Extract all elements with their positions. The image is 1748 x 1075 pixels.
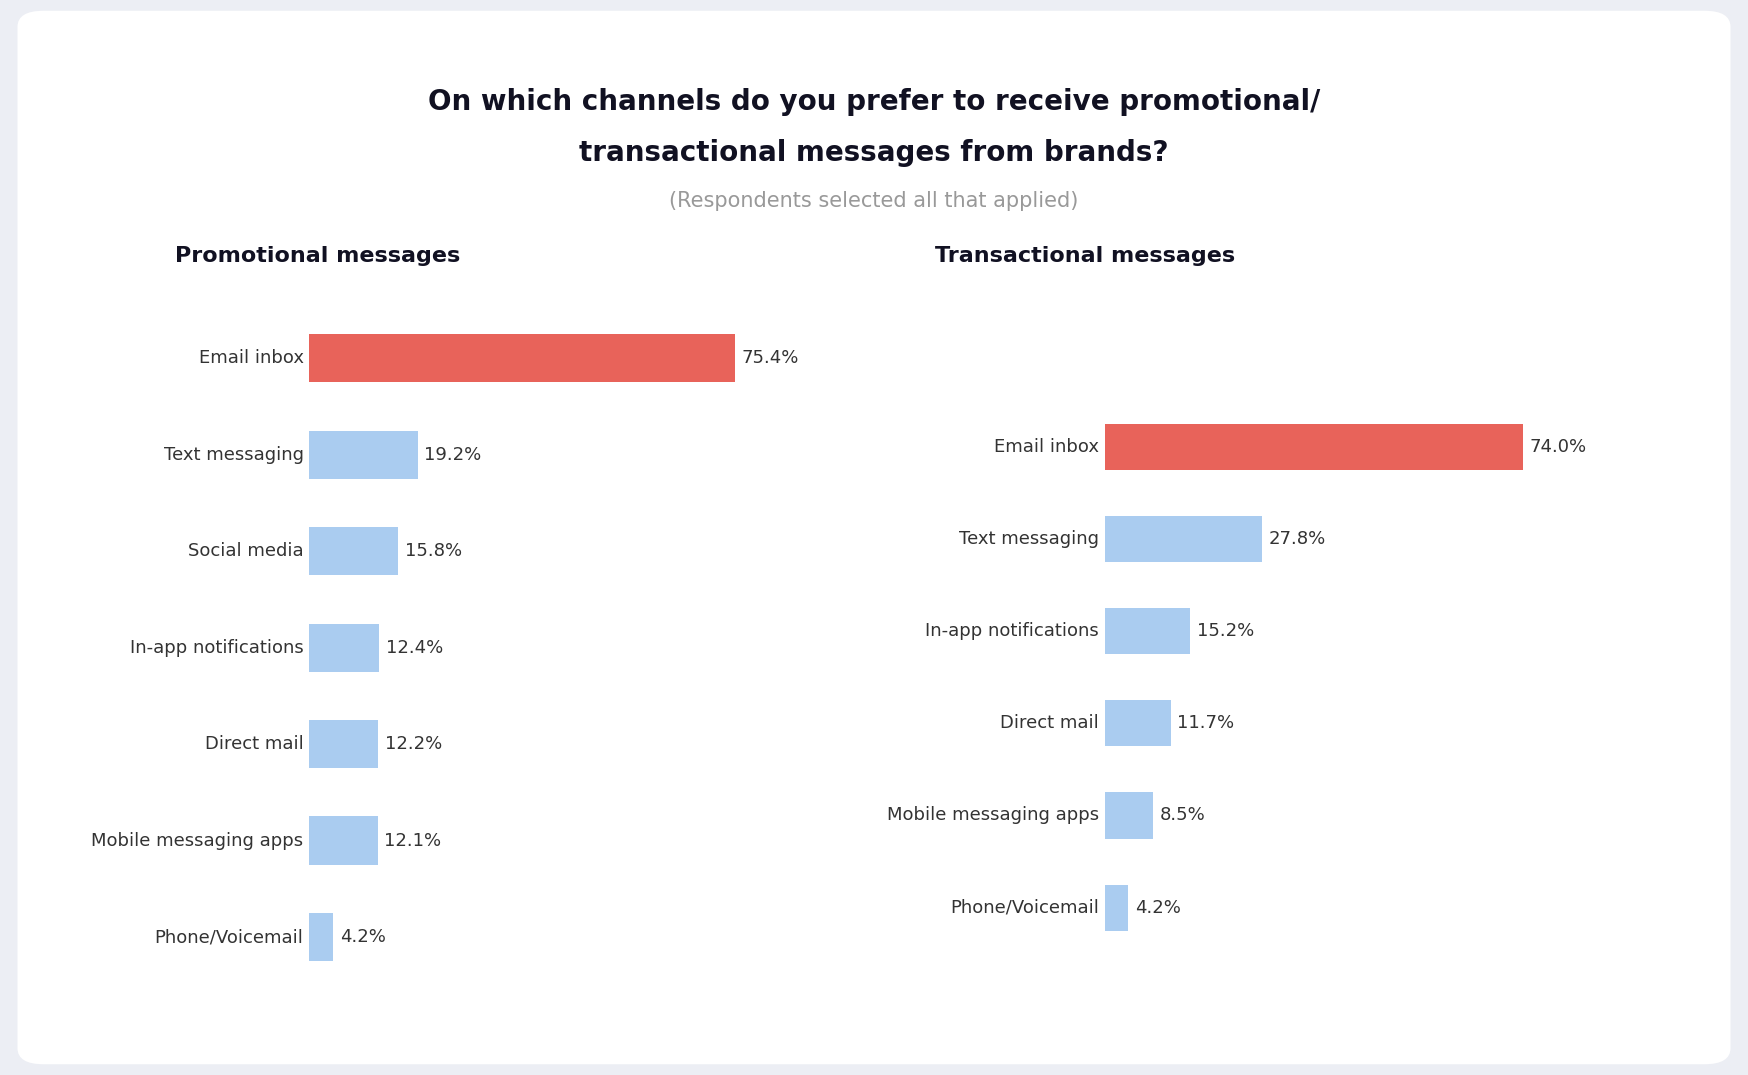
Text: 27.8%: 27.8% <box>1269 530 1325 548</box>
Text: Email inbox: Email inbox <box>199 349 304 368</box>
Bar <box>309 334 736 383</box>
Bar <box>309 527 399 575</box>
Text: 19.2%: 19.2% <box>425 446 482 463</box>
Bar <box>1105 608 1190 655</box>
Text: 75.4%: 75.4% <box>741 349 799 368</box>
Bar <box>309 624 379 672</box>
Text: transactional messages from brands?: transactional messages from brands? <box>579 139 1169 167</box>
Bar <box>1105 516 1262 562</box>
Bar <box>1105 424 1523 470</box>
Text: Transactional messages: Transactional messages <box>935 246 1236 266</box>
Text: On which channels do you prefer to receive promotional/: On which channels do you prefer to recei… <box>428 88 1320 116</box>
Text: 15.8%: 15.8% <box>406 542 463 560</box>
Text: Mobile messaging apps: Mobile messaging apps <box>886 806 1099 825</box>
Bar <box>309 817 378 864</box>
Text: 74.0%: 74.0% <box>1530 438 1587 456</box>
Text: (Respondents selected all that applied): (Respondents selected all that applied) <box>669 191 1079 211</box>
Text: Promotional messages: Promotional messages <box>175 246 460 266</box>
Bar <box>1105 792 1152 838</box>
Bar <box>309 913 332 961</box>
Bar <box>309 431 418 478</box>
Circle shape <box>1591 965 1626 1002</box>
Text: In-app notifications: In-app notifications <box>925 622 1099 641</box>
Text: Email inbox: Email inbox <box>995 438 1099 456</box>
Text: 4.2%: 4.2% <box>1134 899 1182 917</box>
Text: Text messaging: Text messaging <box>960 530 1099 548</box>
Text: 12.1%: 12.1% <box>385 832 442 849</box>
Text: Phone/Voicemail: Phone/Voicemail <box>951 899 1099 917</box>
Text: Direct mail: Direct mail <box>1000 714 1099 732</box>
Bar <box>309 720 378 769</box>
Text: 12.2%: 12.2% <box>385 735 442 754</box>
Text: 15.2%: 15.2% <box>1197 622 1255 641</box>
Text: Text messaging: Text messaging <box>164 446 304 463</box>
Text: In-app notifications: In-app notifications <box>129 639 304 657</box>
Text: Direct mail: Direct mail <box>205 735 304 754</box>
Bar <box>1105 885 1127 931</box>
Bar <box>1105 700 1171 746</box>
Text: Social media: Social media <box>189 542 304 560</box>
Text: 11.7%: 11.7% <box>1178 714 1234 732</box>
Text: 8.5%: 8.5% <box>1159 806 1204 825</box>
Text: Mobile messaging apps: Mobile messaging apps <box>91 832 304 849</box>
Text: Phone/Voicemail: Phone/Voicemail <box>156 928 304 946</box>
Text: 4.2%: 4.2% <box>339 928 386 946</box>
Text: 12.4%: 12.4% <box>386 639 444 657</box>
